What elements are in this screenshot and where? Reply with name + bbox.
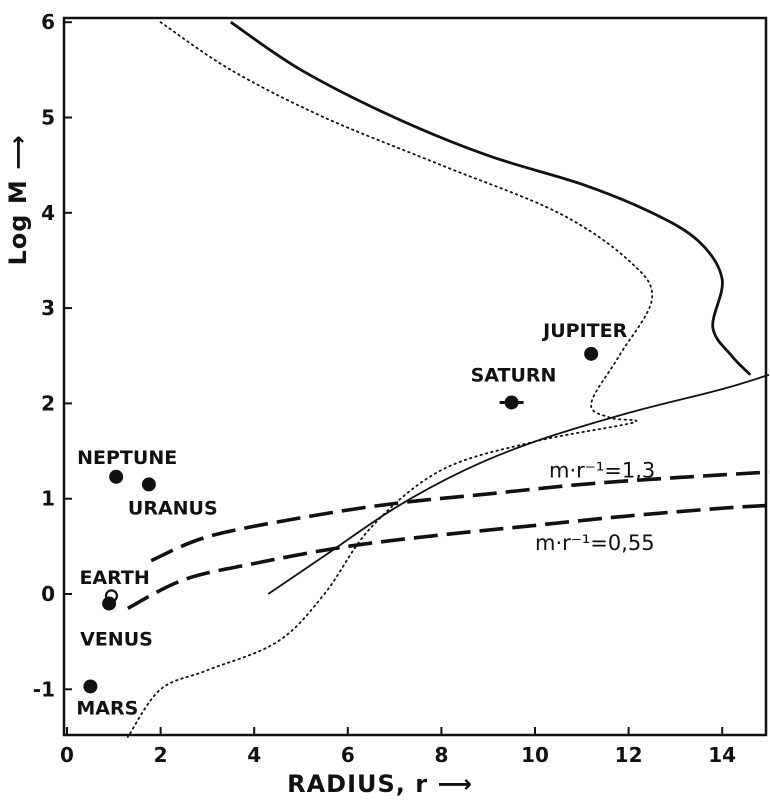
x-tick-label: 14 — [708, 743, 736, 767]
series-line-5 — [126, 503, 770, 610]
planet-label-jupiter: JUPITER — [541, 320, 627, 342]
curve-annotation-1: m·r⁻¹=1,3 — [549, 459, 655, 483]
y-tick-label: 5 — [41, 106, 55, 130]
planet-label-saturn: SATURN — [471, 364, 557, 386]
series-line-3 — [267, 373, 770, 595]
series-line-1 — [230, 21, 752, 376]
marker-mars — [83, 679, 98, 694]
y-tick-label: -1 — [33, 677, 55, 701]
curves-layer — [126, 21, 770, 738]
x-tick-label: 10 — [521, 743, 549, 767]
x-tick-label: 2 — [154, 743, 168, 767]
plot-frame — [62, 16, 768, 737]
planet-label-neptune: NEPTUNE — [77, 447, 177, 469]
marker-uranus — [141, 477, 156, 492]
y-tick-label: 2 — [41, 391, 55, 415]
planet-label-mars: MARS — [76, 697, 138, 719]
x-tick-label: 0 — [60, 743, 74, 767]
planet-label-earth: EARTH — [79, 567, 149, 589]
x-tick-label: 4 — [247, 743, 261, 767]
marker-jupiter — [584, 346, 599, 361]
x-tick-label: 8 — [434, 743, 448, 767]
y-tick-label: 0 — [41, 582, 55, 606]
y-tick-label: 3 — [41, 296, 55, 320]
planet-markers-layer — [83, 346, 599, 694]
marker-venus — [102, 596, 117, 611]
series-line-2 — [126, 21, 653, 738]
labels-layer: JUPITER SATURN NEPTUNE URANUS EARTH VENUS MARS… — [76, 320, 655, 720]
planet-label-venus: VENUS — [80, 629, 153, 651]
y-tick-label: 1 — [41, 487, 55, 511]
series-line-4 — [150, 470, 770, 563]
x-tick-label: 12 — [615, 743, 643, 767]
y-tick-label: 4 — [41, 201, 55, 225]
curve-annotation-2: m·r⁻¹=0,55 — [535, 531, 655, 555]
y-axis-title: Log M ⟶ — [4, 135, 32, 266]
marker-neptune — [109, 469, 124, 484]
x-tick-label: 6 — [341, 743, 355, 767]
y-tick-label: 6 — [41, 10, 55, 34]
planet-label-uranus: URANUS — [128, 497, 218, 519]
x-axis-title: RADIUS, r ⟶ — [287, 770, 473, 798]
